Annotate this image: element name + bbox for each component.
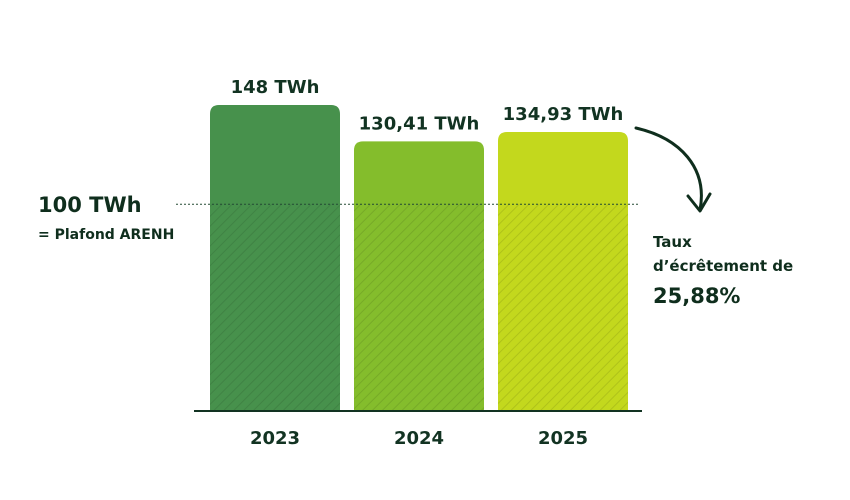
- x-tick-label-2024: 2024: [394, 428, 444, 449]
- bar-value-label-2023: 148 TWh: [231, 77, 320, 98]
- arrowhead-icon: [686, 192, 712, 213]
- bar-hatch-2024: [354, 204, 484, 411]
- x-tick-label-2025: 2025: [538, 428, 588, 449]
- x-tick-label-2023: 2023: [250, 428, 300, 449]
- threshold-unit: TWh: [89, 193, 142, 217]
- note-percentage: 25,88%: [653, 284, 741, 308]
- bar-value-label-2024: 130,41 TWh: [359, 113, 480, 134]
- clipping-rate-note: Taux d’écrêtement de 25,88%: [653, 230, 833, 308]
- threshold-value: 100 TWh: [38, 193, 142, 217]
- bar-value-label-2025: 134,93 TWh: [503, 104, 624, 125]
- threshold-number: 100: [38, 193, 82, 217]
- bar-hatch-2025: [498, 204, 628, 411]
- curved-arrow-icon: [634, 126, 703, 212]
- note-line-1: Taux: [653, 233, 692, 251]
- bar-hatch-2023: [210, 204, 340, 411]
- note-line-2: d’écrêtement de: [653, 257, 794, 275]
- threshold-caption: = Plafond ARENH: [38, 227, 175, 243]
